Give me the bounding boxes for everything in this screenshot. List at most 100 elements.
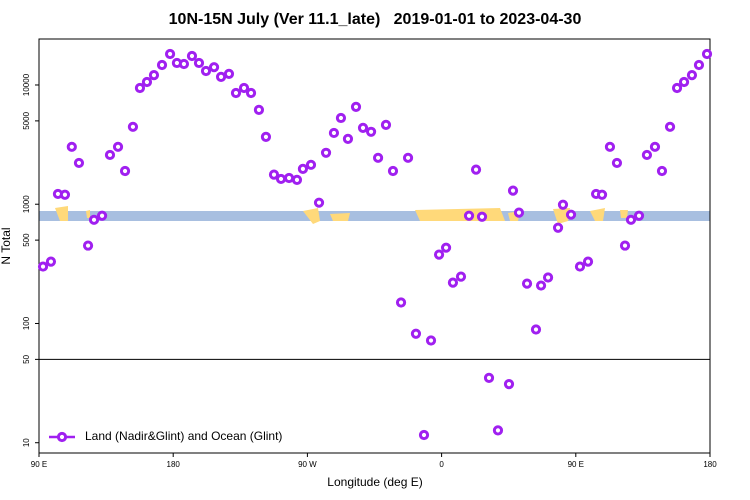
y-axis-label: N Total	[0, 227, 13, 264]
point	[350, 101, 362, 112]
point	[641, 149, 653, 161]
y-tick-label: 1000	[22, 195, 31, 213]
point	[186, 50, 198, 62]
x-tick-label: 180	[703, 460, 717, 469]
point	[275, 173, 287, 185]
point	[342, 133, 354, 145]
point	[582, 256, 594, 267]
point	[604, 141, 616, 152]
point	[223, 68, 235, 79]
point	[164, 48, 176, 60]
point	[45, 256, 57, 267]
point	[447, 277, 459, 288]
point	[633, 210, 645, 221]
point	[535, 280, 547, 291]
x-tick-label: 90 E	[31, 460, 47, 469]
point	[104, 149, 116, 161]
point	[542, 272, 554, 283]
point	[156, 59, 168, 71]
point	[313, 197, 325, 208]
y-tick-label: 50	[22, 354, 31, 363]
point	[418, 429, 430, 441]
y-tick-label: 5000	[22, 111, 31, 129]
point	[245, 87, 257, 99]
point	[305, 159, 317, 170]
point	[463, 210, 475, 221]
legend-marker	[56, 431, 68, 443]
x-axis-label: Longitude (deg E)	[327, 475, 422, 489]
point	[66, 141, 77, 152]
point	[365, 126, 377, 137]
point	[625, 214, 637, 225]
point	[372, 152, 384, 163]
point	[178, 58, 190, 70]
x-tick-label: 0	[439, 460, 444, 469]
point	[134, 82, 146, 94]
point	[402, 152, 414, 163]
point	[268, 169, 280, 180]
ocean-band	[39, 211, 710, 221]
point	[678, 76, 690, 88]
point	[440, 242, 452, 253]
point	[208, 62, 220, 73]
point	[656, 165, 668, 177]
point	[328, 127, 340, 139]
point	[492, 425, 504, 436]
point	[96, 210, 108, 221]
point	[357, 122, 369, 133]
point	[387, 165, 399, 177]
x-tick-label: 90 W	[298, 460, 317, 469]
point	[611, 157, 623, 169]
y-tick-label: 100	[22, 316, 31, 330]
point	[483, 372, 495, 383]
point	[574, 261, 586, 272]
point	[693, 59, 705, 71]
point	[619, 240, 631, 251]
point	[200, 65, 212, 77]
point	[507, 185, 519, 196]
point	[565, 209, 577, 220]
point	[664, 121, 676, 132]
point	[701, 48, 713, 60]
point	[141, 76, 153, 88]
point	[455, 271, 467, 282]
point	[596, 189, 608, 200]
point	[59, 189, 71, 200]
point	[260, 131, 272, 142]
point	[119, 165, 131, 177]
point	[283, 172, 295, 184]
point	[476, 211, 488, 222]
point	[291, 174, 303, 185]
legend-label: Land (Nadir&Glint) and Ocean (Glint)	[85, 429, 282, 443]
point	[530, 324, 542, 335]
x-tick-label: 90 E	[568, 460, 584, 469]
point	[193, 57, 205, 69]
point	[112, 141, 124, 152]
point	[503, 379, 515, 390]
y-tick-label: 500	[22, 233, 31, 247]
point	[320, 147, 332, 158]
chart-title: 10N-15N July (Ver 11.1_late) 2019-01-01 …	[169, 11, 582, 28]
point	[470, 164, 482, 175]
point	[521, 278, 533, 289]
point	[215, 71, 227, 82]
point	[230, 87, 242, 99]
point	[82, 240, 94, 251]
point	[88, 214, 100, 225]
plot-frame	[38, 38, 711, 454]
point	[127, 121, 139, 132]
point	[73, 157, 85, 169]
point	[686, 70, 698, 81]
land-mask	[39, 206, 710, 224]
x-tick-label: 180	[167, 460, 181, 469]
point	[557, 199, 569, 210]
point	[395, 297, 407, 308]
point	[433, 249, 445, 260]
land-patches	[55, 206, 628, 224]
point	[238, 82, 250, 94]
point	[253, 104, 265, 116]
y-tick-label: 10	[22, 438, 31, 447]
series	[37, 48, 713, 441]
point	[297, 163, 309, 174]
